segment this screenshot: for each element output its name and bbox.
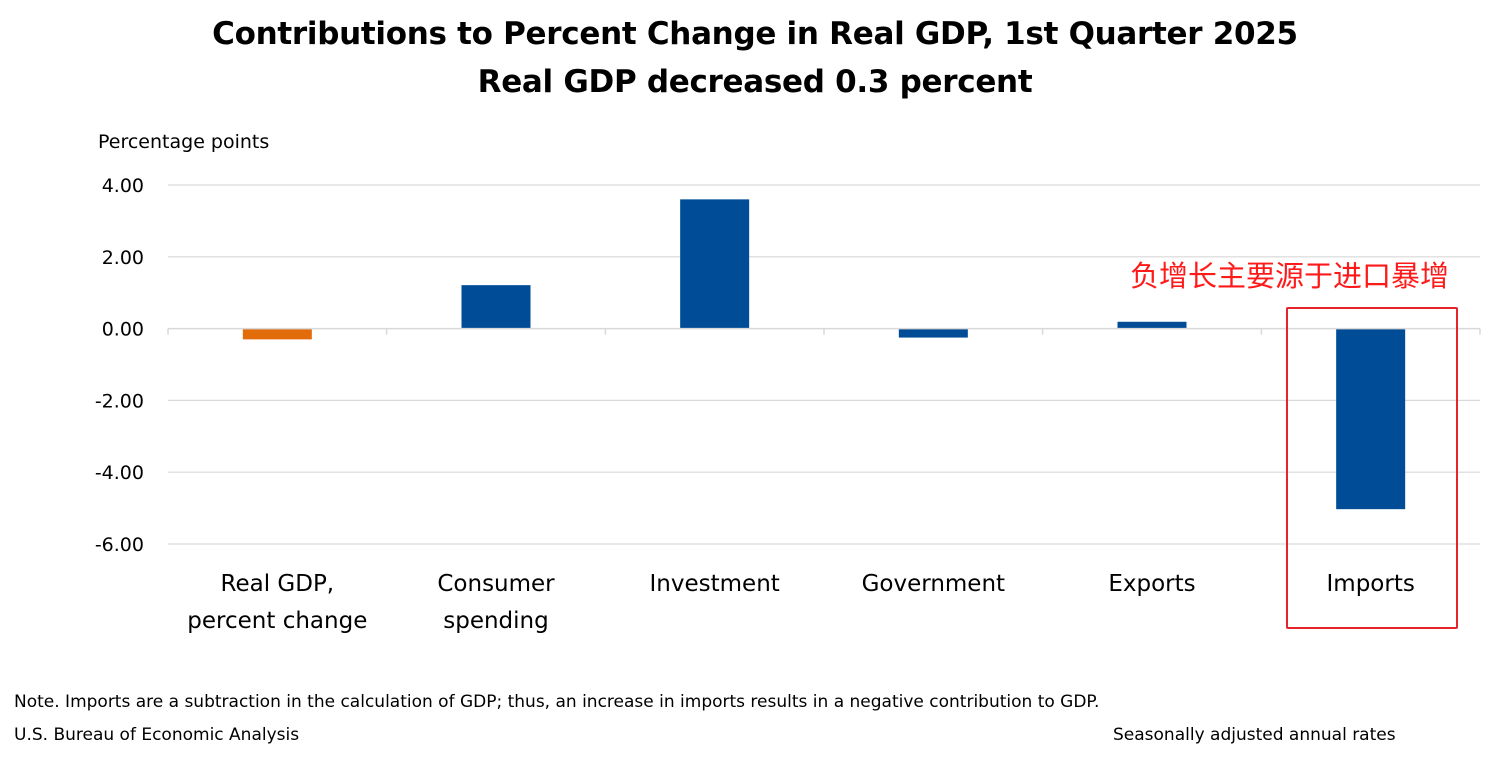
- category-label: Consumer: [437, 571, 555, 597]
- chart-title: Contributions to Percent Change in Real …: [212, 16, 1298, 52]
- category-label: percent change: [187, 608, 367, 634]
- y-tick-label: 4.00: [102, 175, 144, 197]
- annotation-text: 负增长主要源于进口暴增: [1130, 259, 1450, 293]
- bar: [898, 328, 968, 338]
- annotation-highlight-box: [1286, 307, 1458, 629]
- category-label: Exports: [1108, 571, 1195, 597]
- category-label: spending: [443, 608, 548, 634]
- source-credit: U.S. Bureau of Economic Analysis: [14, 725, 300, 745]
- category-label: Government: [862, 571, 1005, 597]
- bar: [680, 199, 750, 329]
- y-tick-label: 0.00: [102, 319, 144, 341]
- bar: [1336, 328, 1406, 510]
- y-tick-label: -6.00: [95, 534, 144, 556]
- y-axis-unit-label: Percentage points: [98, 131, 270, 153]
- category-label: Investment: [650, 571, 780, 597]
- footnote: Note. Imports are a subtraction in the c…: [14, 692, 1100, 712]
- y-tick-label: -4.00: [95, 462, 144, 484]
- chart-subtitle: Real GDP decreased 0.3 percent: [477, 64, 1033, 100]
- y-tick-label: 2.00: [102, 247, 144, 269]
- y-tick-label: -2.00: [95, 390, 144, 412]
- rates-note: Seasonally adjusted annual rates: [1113, 725, 1396, 745]
- bar: [242, 328, 312, 340]
- category-label: Imports: [1327, 571, 1415, 597]
- bar: [461, 285, 531, 329]
- category-label: Real GDP,: [221, 571, 335, 597]
- bar: [1117, 321, 1187, 329]
